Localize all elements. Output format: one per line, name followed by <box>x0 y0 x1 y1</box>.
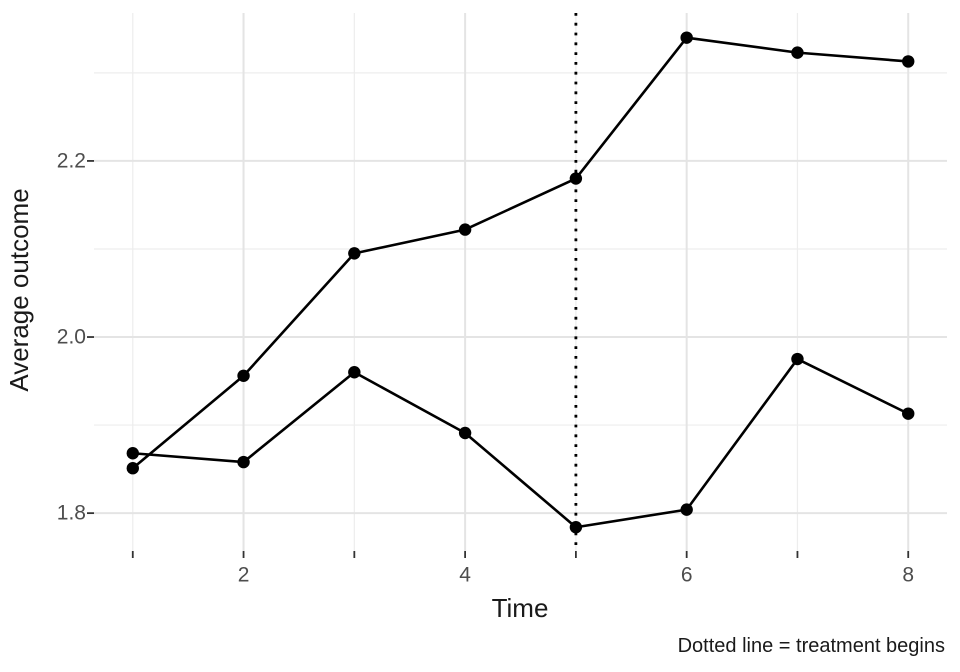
x-tick-label: 4 <box>459 564 471 587</box>
data-point-series_2 <box>902 407 915 420</box>
data-point-series_1 <box>569 172 583 185</box>
axis-ticks <box>87 160 910 558</box>
series-lines <box>131 36 910 529</box>
y-tick-label: 1.8 <box>57 502 86 525</box>
data-point-series_1 <box>237 369 250 382</box>
data-point-series_1 <box>680 31 693 44</box>
data-point-series_2 <box>791 352 804 366</box>
gridlines-major <box>94 13 947 551</box>
x-tick-labels: 2 4 6 8 <box>238 564 914 587</box>
data-point-series_1 <box>902 55 915 68</box>
gridlines-minor <box>94 13 947 551</box>
x-tick-label: 2 <box>238 564 250 587</box>
data-point-series_2 <box>348 366 361 379</box>
y-axis-title: Average outcome <box>4 188 34 391</box>
data-point-series_2 <box>237 455 250 469</box>
chart-caption: Dotted line = treatment begins <box>678 635 945 657</box>
x-axis-title: Time <box>492 593 549 623</box>
data-point-series_2 <box>126 447 139 460</box>
y-tick-label: 2.2 <box>57 149 86 172</box>
y-tick-labels: 1.8 2.0 2.2 <box>57 149 86 524</box>
data-point-series_1 <box>458 223 472 236</box>
data-points <box>126 31 915 534</box>
y-tick-label: 2.0 <box>57 326 86 349</box>
data-point-series_1 <box>348 247 361 260</box>
series-line-series_2 <box>131 357 910 529</box>
data-point-series_2 <box>680 503 693 516</box>
data-point-series_2 <box>569 521 583 534</box>
x-tick-label: 8 <box>902 564 914 587</box>
x-tick-label: 6 <box>681 564 693 587</box>
data-point-series_1 <box>791 46 804 59</box>
series-line-series_1 <box>131 36 910 470</box>
data-point-series_1 <box>126 462 139 475</box>
data-point-series_2 <box>458 426 472 440</box>
